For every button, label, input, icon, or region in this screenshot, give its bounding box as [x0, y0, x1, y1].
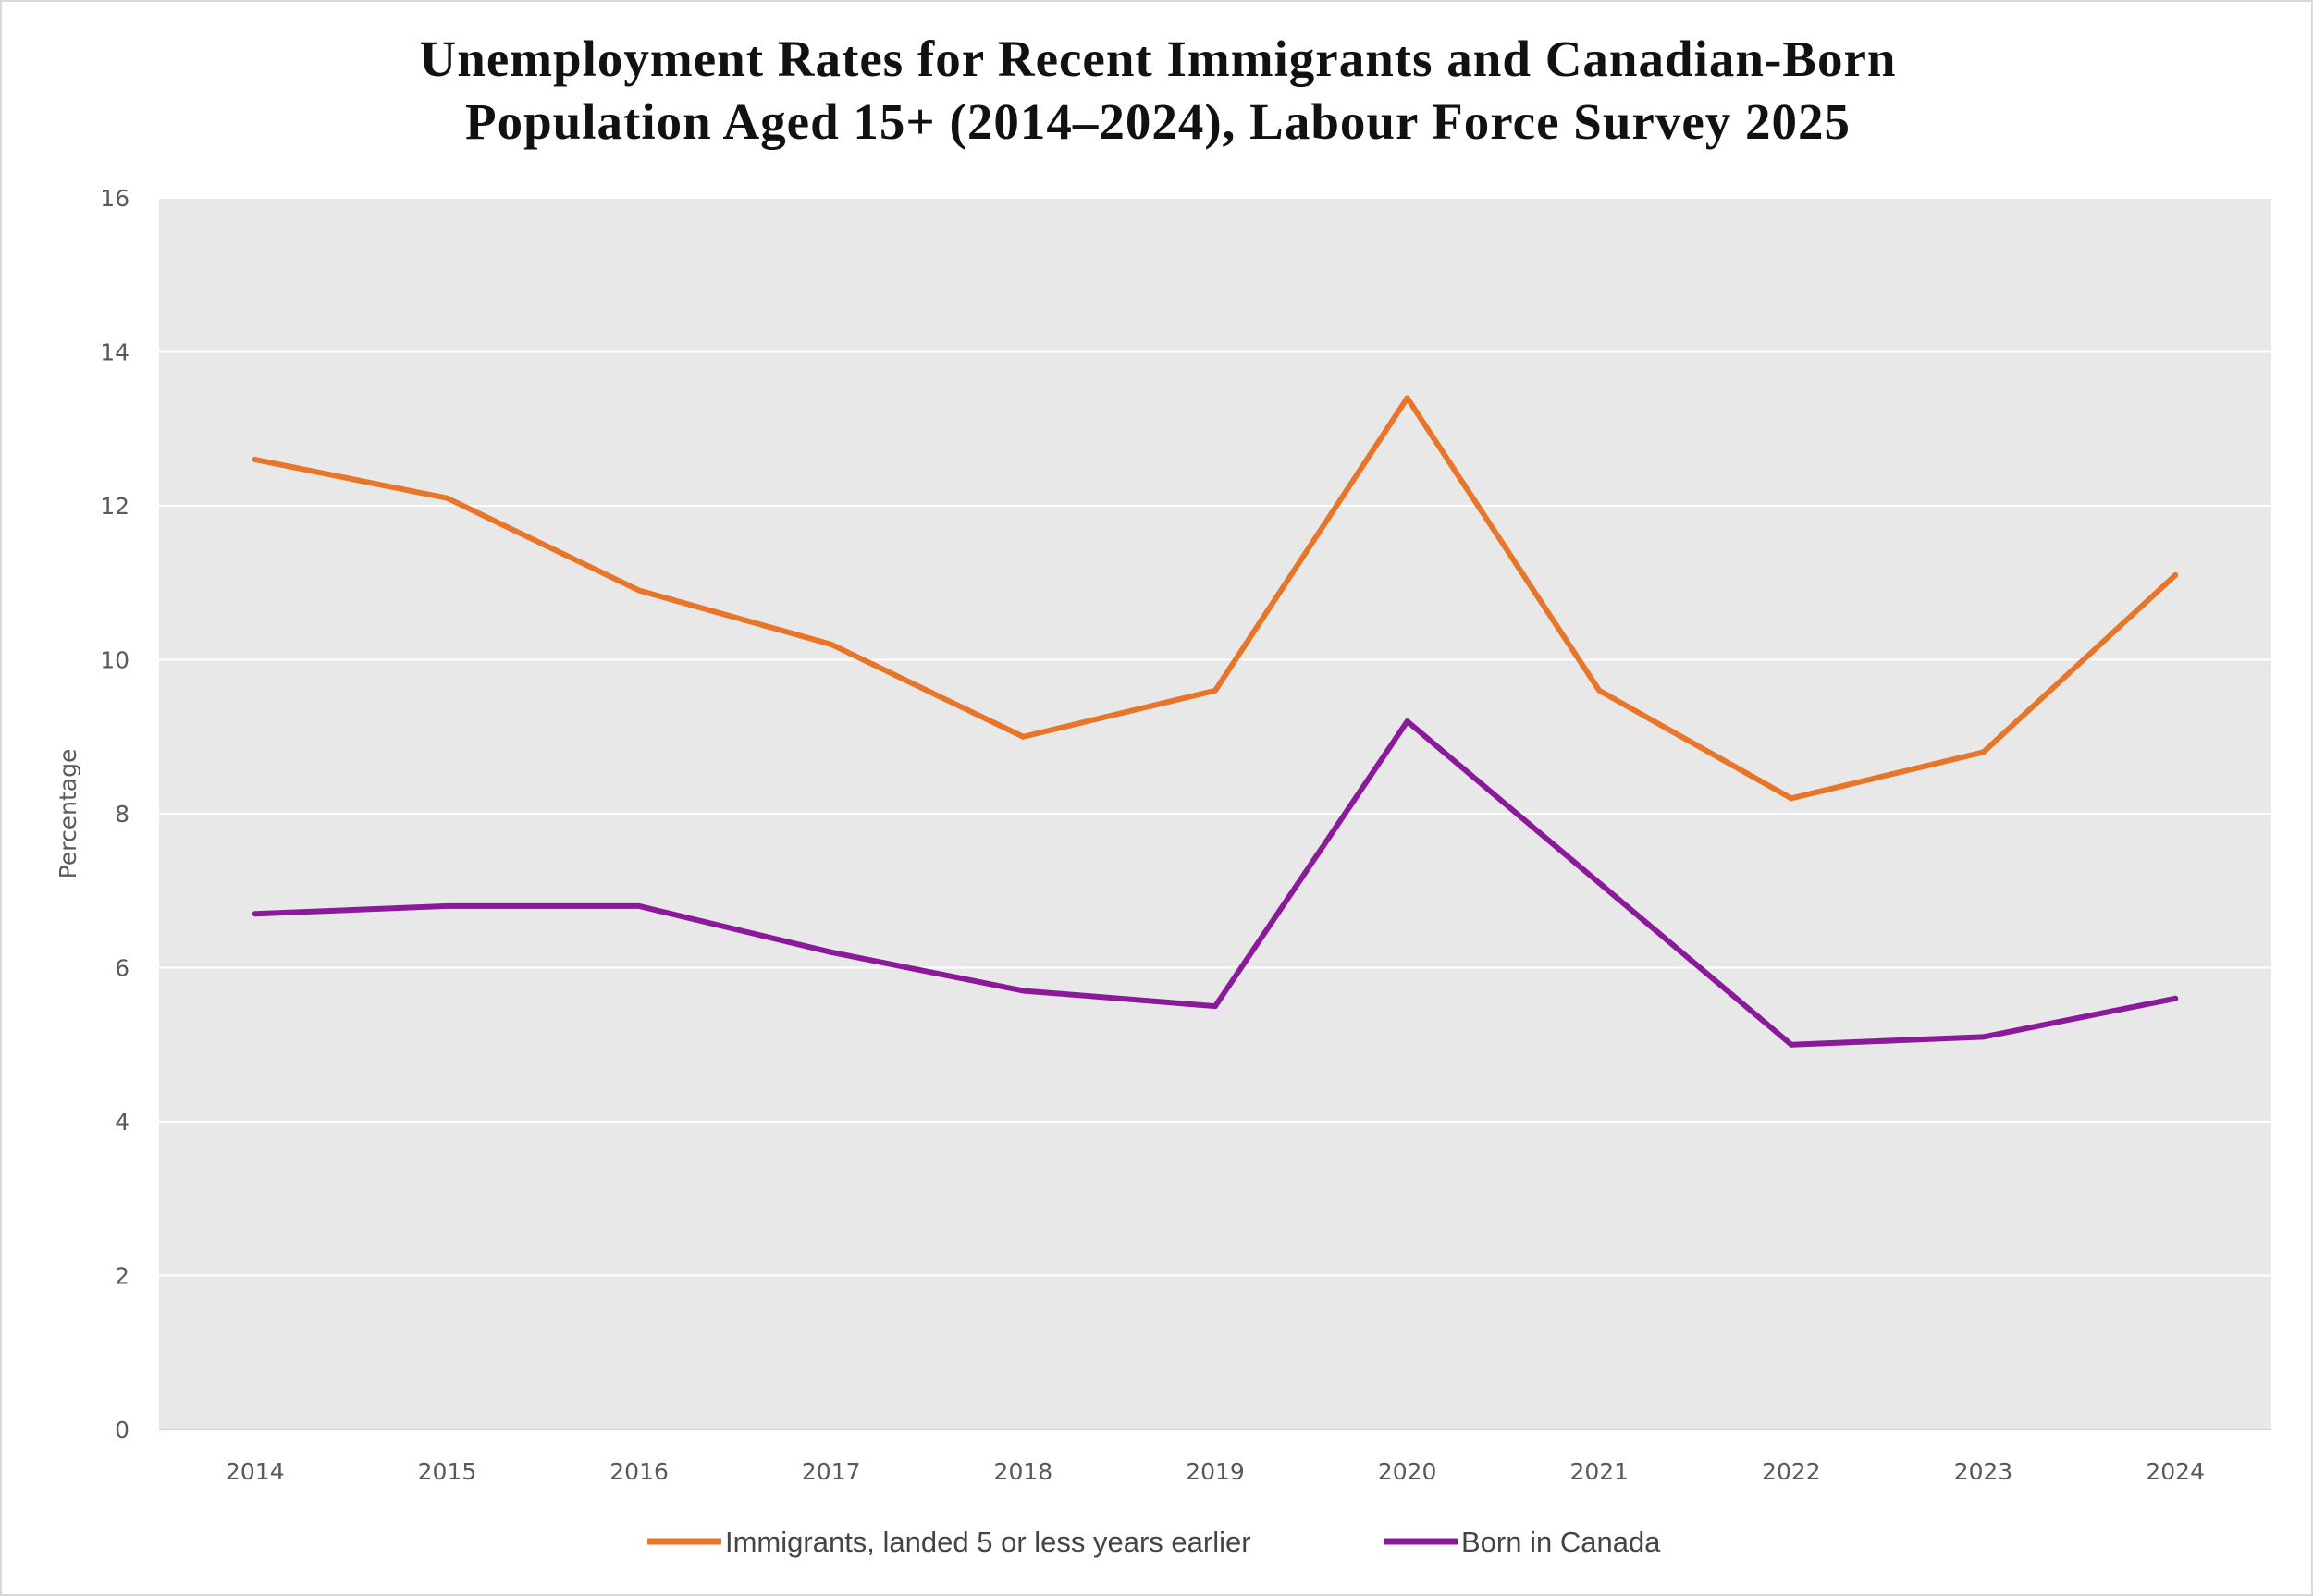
data-point — [636, 587, 643, 594]
x-tick-label: 2021 — [1569, 1458, 1629, 1485]
y-tick-label: 12 — [100, 493, 129, 520]
y-tick-label: 16 — [100, 185, 129, 212]
data-point — [1980, 1034, 1987, 1040]
data-point — [1596, 879, 1603, 886]
data-point — [1980, 749, 1987, 755]
x-tick-label: 2019 — [1186, 1458, 1245, 1485]
y-tick-label: 2 — [115, 1263, 129, 1290]
legend: Immigrants, landed 5 or less years earli… — [647, 1526, 1661, 1558]
data-point — [828, 949, 834, 955]
x-tick-label: 2018 — [994, 1458, 1053, 1485]
data-point — [1020, 988, 1027, 994]
x-tick-label: 2014 — [226, 1458, 285, 1485]
data-point — [1788, 795, 1794, 802]
legend-label: Immigrants, landed 5 or less years earli… — [725, 1526, 1251, 1558]
y-tick-label: 4 — [115, 1109, 129, 1136]
data-point — [444, 902, 450, 909]
x-tick-label: 2024 — [2146, 1458, 2205, 1485]
x-tick-label: 2015 — [418, 1458, 477, 1485]
data-point — [1404, 395, 1410, 401]
y-tick-label: 8 — [115, 801, 129, 828]
data-point — [1212, 1003, 1218, 1010]
data-point — [252, 457, 258, 463]
data-point — [252, 911, 258, 917]
data-point — [828, 641, 834, 647]
x-tick-label: 2020 — [1378, 1458, 1437, 1485]
data-point — [2172, 995, 2179, 1001]
chart-title: Unemployment Rates for Recent Immigrants… — [420, 31, 1897, 87]
data-point — [1212, 687, 1218, 694]
data-point — [1788, 1041, 1794, 1048]
y-tick-label: 6 — [115, 955, 129, 982]
x-tick-label: 2017 — [802, 1458, 861, 1485]
chart-title-line2: Population Aged 15+ (2014–2024), Labour … — [465, 93, 1851, 150]
x-tick-label: 2023 — [1954, 1458, 2013, 1485]
y-tick-label: 14 — [100, 339, 129, 366]
data-point — [444, 495, 450, 501]
data-point — [1404, 718, 1410, 725]
y-axis-label: Percentage — [55, 749, 81, 879]
y-tick-label: 10 — [100, 647, 129, 674]
data-point — [1020, 733, 1027, 740]
data-point — [2172, 571, 2179, 578]
x-tick-label: 2016 — [609, 1458, 669, 1485]
data-point — [636, 902, 643, 909]
y-tick-label: 0 — [115, 1417, 129, 1443]
x-tick-label: 2022 — [1762, 1458, 1821, 1485]
data-point — [1596, 687, 1603, 694]
legend-label: Born in Canada — [1461, 1526, 1661, 1558]
